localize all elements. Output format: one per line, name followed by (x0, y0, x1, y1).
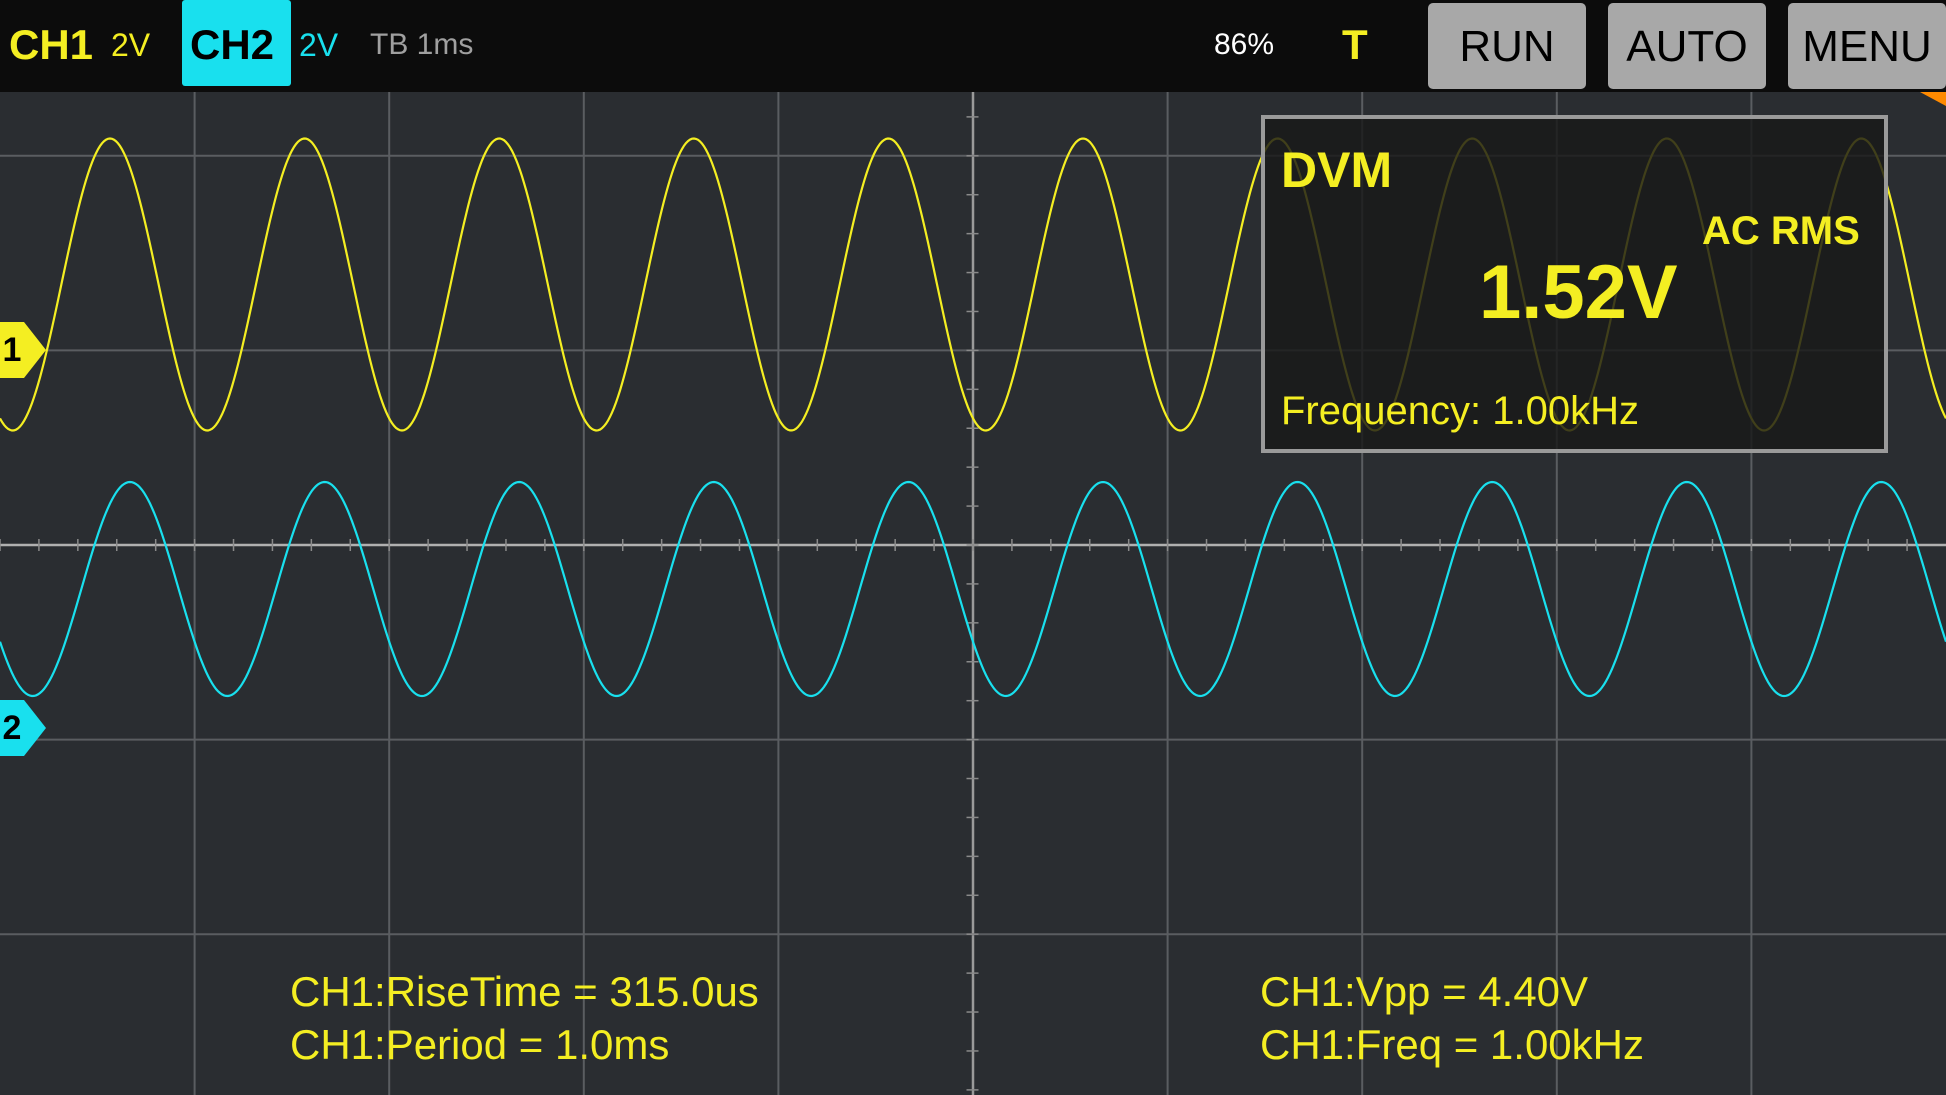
dvm-value: 1.52V (1479, 250, 1678, 335)
ch2-selected-highlight[interactable] (182, 0, 291, 86)
timebase[interactable]: TB 1ms (370, 28, 474, 61)
ch2-scale[interactable]: 2V (299, 27, 339, 63)
measurement-period: CH1:Period = 1.0ms (290, 1021, 670, 1068)
ch1-scale[interactable]: 2V (111, 27, 151, 63)
ch1-marker-label: 1 (2, 331, 22, 369)
trigger-label[interactable]: T (1342, 21, 1368, 68)
auto-button[interactable]: AUTO (1608, 3, 1766, 89)
dvm-panel[interactable]: DVM AC RMS 1.52V Frequency: 1.00kHz (1261, 115, 1888, 453)
trigger-marker-icon[interactable] (1920, 92, 1946, 106)
top-bar: CH1 2V CH2 2V TB 1ms 86% T RUN AUTO MENU (0, 0, 1946, 92)
measurement-vpp: CH1:Vpp = 4.40V (1260, 968, 1589, 1015)
battery-level: 86% (1214, 28, 1275, 61)
dvm-frequency: Frequency: 1.00kHz (1281, 389, 1639, 433)
measurement-freq: CH1:Freq = 1.00kHz (1260, 1021, 1644, 1068)
ch1-label[interactable]: CH1 (9, 21, 94, 68)
dvm-title: DVM (1281, 142, 1393, 198)
ch2-marker-arrow-icon (0, 700, 46, 756)
run-button[interactable]: RUN (1428, 3, 1586, 89)
ch2-label[interactable]: CH2 (190, 21, 275, 68)
ch1-offset-marker[interactable]: 1 (0, 322, 46, 378)
menu-button[interactable]: MENU (1788, 3, 1946, 89)
ch1-marker-arrow-icon (0, 322, 46, 378)
ch2-offset-marker[interactable]: 2 (0, 700, 46, 756)
measurement-rise-time: CH1:RiseTime = 315.0us (290, 968, 759, 1015)
dvm-mode: AC RMS (1702, 209, 1860, 253)
ch2-marker-label: 2 (2, 709, 22, 747)
ch2-waveform (0, 480, 1946, 698)
